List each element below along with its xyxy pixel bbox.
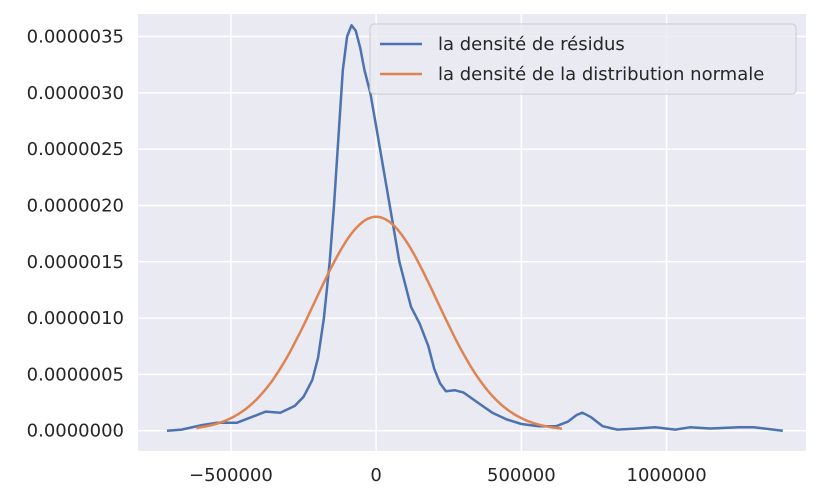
x-axis-ticks: −500000 0 500000 1000000	[189, 465, 707, 486]
y-tick-label: 0.0000025	[27, 139, 124, 160]
y-tick-label: 0.0000010	[27, 308, 124, 329]
legend-label-normal: la densité de la distribution normale	[438, 64, 764, 85]
legend-box	[369, 23, 797, 95]
x-tick-label: 1000000	[627, 465, 707, 486]
y-tick-label: 0.0000020	[27, 195, 124, 216]
series-lines	[166, 24, 783, 432]
x-tick-label: 0	[370, 465, 381, 486]
series-line-residuals	[166, 24, 783, 432]
x-tick-label: 500000	[487, 465, 556, 486]
y-tick-label: 0.0000000	[27, 421, 124, 442]
y-tick-label: 0.0000030	[27, 83, 124, 104]
y-tick-label: 0.0000005	[27, 364, 124, 385]
x-tick-label: −500000	[189, 465, 273, 486]
y-tick-label: 0.0000035	[27, 27, 124, 48]
y-tick-label: 0.0000015	[27, 252, 124, 273]
y-axis-ticks: 0.0000000 0.0000005 0.0000010 0.0000015 0.00…	[27, 27, 124, 442]
series-line-normal	[195, 215, 563, 430]
legend-label-residuals: la densité de résidus	[438, 34, 625, 55]
legend: la densité de résidus la densité de la d…	[369, 23, 797, 95]
